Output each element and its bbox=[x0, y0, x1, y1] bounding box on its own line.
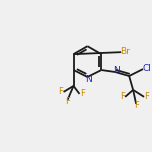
Text: F: F bbox=[80, 89, 85, 98]
Text: N: N bbox=[113, 66, 120, 74]
Text: F: F bbox=[58, 87, 63, 96]
Text: F: F bbox=[145, 92, 149, 101]
Text: F: F bbox=[65, 97, 70, 106]
Text: Cl: Cl bbox=[143, 64, 152, 73]
Text: N: N bbox=[85, 76, 92, 85]
Text: F: F bbox=[120, 92, 125, 101]
Text: Br: Br bbox=[120, 47, 130, 56]
Text: F: F bbox=[134, 101, 139, 110]
